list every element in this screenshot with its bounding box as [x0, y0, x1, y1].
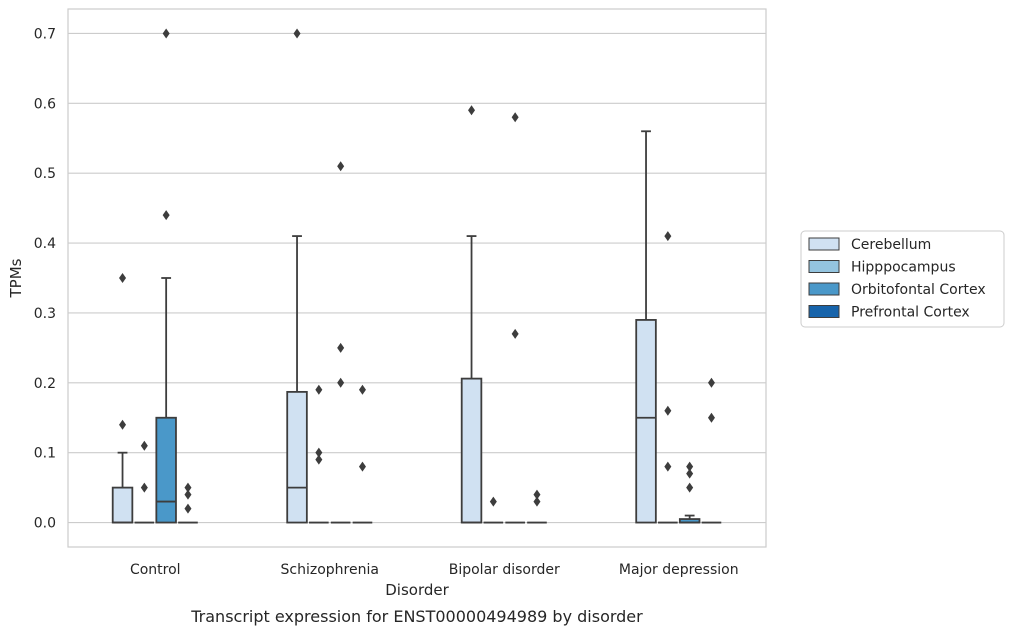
outlier-point — [686, 482, 694, 493]
outlier-point — [315, 384, 323, 395]
x-axis-ticks: Control Schizophrenia Bipolar disorder Majo… — [130, 562, 739, 578]
y-tick-label: 0.4 — [34, 236, 56, 252]
box-hipppocampus — [483, 496, 504, 524]
y-tick-label: 0.0 — [34, 516, 56, 532]
box-prefrontal-cortex — [701, 377, 722, 524]
y-axis-ticks: 0.0 0.1 0.2 0.3 0.4 0.5 0.6 0.7 — [34, 26, 56, 531]
y-tick-label: 0.3 — [34, 306, 56, 322]
legend-swatch — [808, 282, 840, 296]
x-tick-label: Major depression — [619, 562, 739, 578]
box-orbitofontal-cortex — [505, 112, 525, 524]
legend-frame — [800, 230, 1005, 328]
box-prefrontal-cortex — [178, 482, 198, 524]
box-prefrontal-cortex — [527, 489, 547, 524]
outlier-point — [184, 503, 192, 514]
box-orbitofontal-cortex — [678, 461, 701, 524]
outlier-point — [664, 231, 672, 242]
box-prefrontal-cortex — [352, 384, 373, 524]
box-cerebellum — [286, 28, 308, 524]
outlier-point — [162, 28, 170, 39]
legend: Cerebellum Hipppocampus Orbitofontal Corte… — [800, 230, 1005, 328]
y-tick-label: 0.7 — [34, 26, 56, 42]
box-body — [460, 377, 483, 524]
outlier-point — [358, 384, 366, 395]
outlier-point — [511, 328, 519, 339]
box-body — [111, 486, 134, 524]
box-hipppocampus — [134, 440, 155, 524]
outlier-point — [140, 440, 148, 451]
legend-swatch — [808, 260, 840, 273]
outlier-point — [293, 28, 301, 39]
box-groups — [111, 28, 722, 524]
outlier-point — [686, 461, 694, 472]
x-tick-label: Control — [130, 562, 181, 578]
legend-swatch — [808, 305, 840, 318]
outlier-point — [468, 105, 476, 116]
outlier-point — [664, 461, 672, 472]
y-tick-label: 0.5 — [34, 166, 56, 182]
box-body — [286, 390, 308, 524]
box-body — [635, 319, 657, 524]
outlier-point — [140, 482, 148, 493]
x-tick-label: Schizophrenia — [281, 562, 379, 578]
outlier-point — [664, 405, 672, 416]
outlier-point — [686, 468, 694, 479]
box-body — [155, 416, 177, 524]
outlier-point — [533, 489, 541, 500]
y-axis-label: TPMs — [7, 258, 25, 298]
y-tick-label: 0.6 — [34, 96, 56, 112]
chart-caption: Transcript expression for ENST0000049498… — [190, 607, 643, 626]
box-hipppocampus — [658, 231, 678, 524]
outlier-point — [184, 482, 192, 493]
y-tick-label: 0.1 — [34, 446, 56, 462]
legend-swatch — [808, 237, 840, 251]
outlier-point — [162, 210, 170, 221]
outlier-point — [315, 454, 323, 465]
box-cerebellum — [635, 130, 657, 524]
outlier-point — [533, 496, 541, 507]
box-orbitofontal-cortex — [330, 161, 351, 524]
legend-label: Prefrontal Cortex — [851, 305, 970, 321]
outlier-point — [511, 112, 519, 123]
box-cerebellum — [111, 273, 134, 524]
outlier-point — [489, 496, 497, 507]
outlier-point — [337, 161, 345, 172]
y-tick-label: 0.2 — [34, 376, 56, 392]
outlier-point — [358, 461, 366, 472]
outlier-point — [119, 419, 127, 430]
x-axis-label: Disorder — [385, 581, 449, 599]
legend-label: Orbitofontal Cortex — [851, 282, 986, 298]
box-hipppocampus — [309, 384, 329, 524]
box-orbitofontal-cortex — [155, 28, 177, 524]
outlier-point — [119, 273, 127, 283]
outlier-point — [337, 377, 345, 388]
legend-label: Hipppocampus — [851, 260, 956, 276]
outlier-point — [184, 489, 192, 500]
outlier-point — [707, 412, 715, 423]
x-tick-label: Bipolar disorder — [449, 562, 560, 578]
box-cerebellum — [460, 105, 483, 524]
outlier-point — [315, 447, 323, 458]
outlier-point — [707, 377, 715, 388]
outlier-point — [337, 342, 345, 353]
legend-label: Cerebellum — [851, 237, 931, 253]
